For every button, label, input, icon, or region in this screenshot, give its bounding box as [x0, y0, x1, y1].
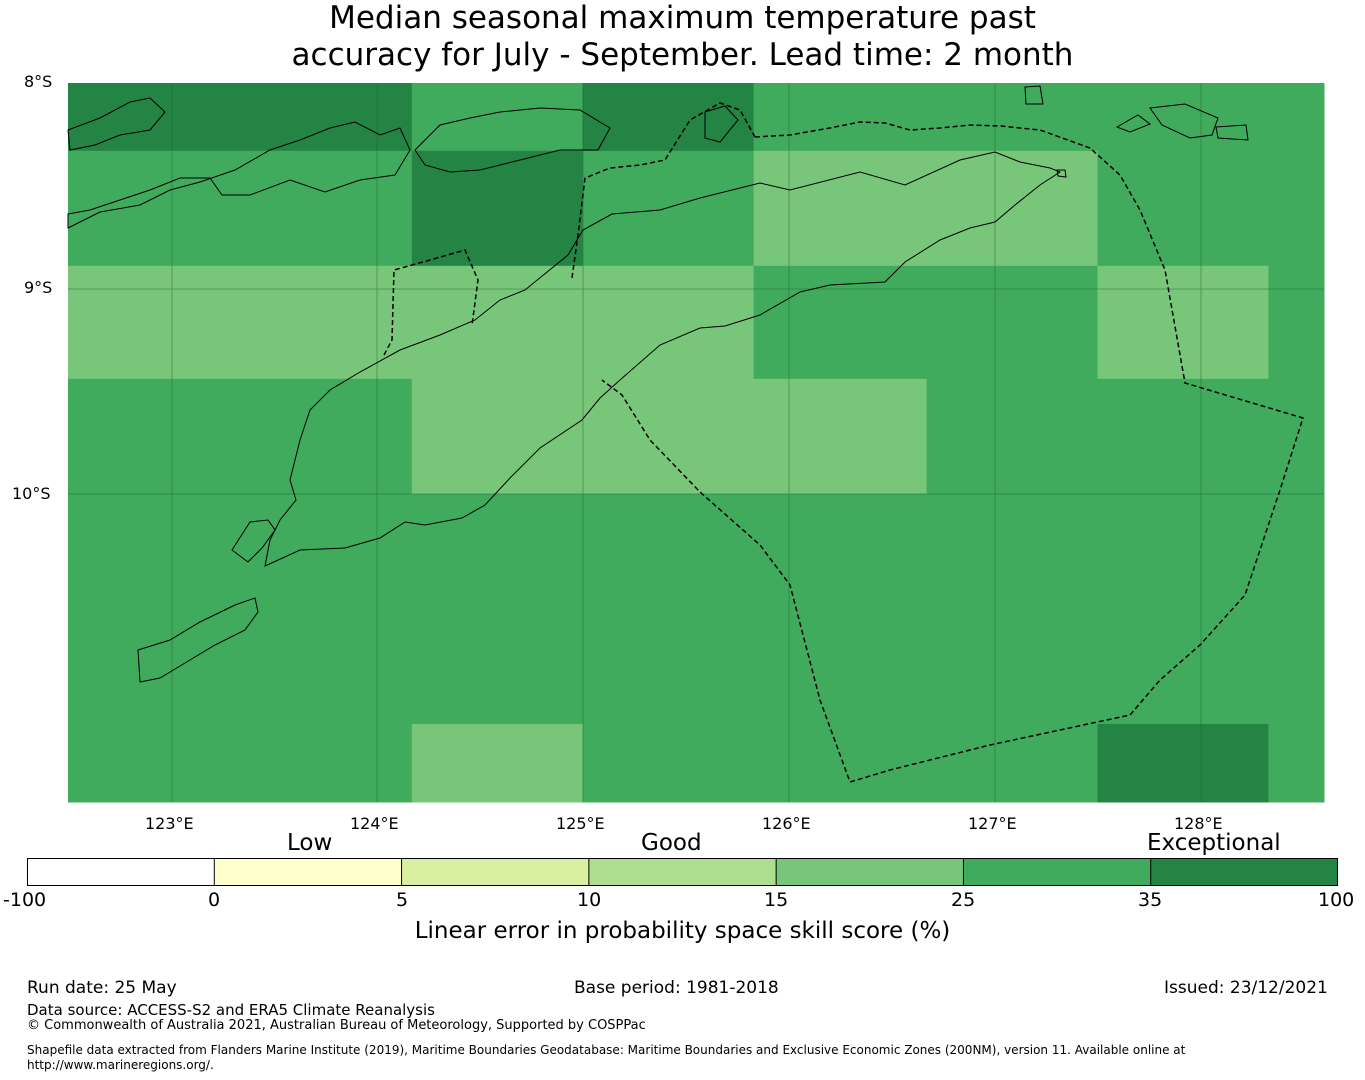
grid-cell-1 — [411, 83, 584, 152]
grid-cell-13 — [68, 378, 413, 495]
grid-cell-3 — [753, 83, 1325, 152]
colorbar-tick-25: 25 — [951, 889, 976, 911]
flores-north-coastline — [67, 97, 166, 151]
title-line-2: accuracy for July - September. Lead time… — [291, 37, 1074, 73]
colorbar-tick-10: 10 — [577, 889, 602, 911]
semau-coastline — [231, 519, 276, 563]
grid-cell-14 — [411, 378, 928, 495]
category-label-low: Low — [287, 830, 333, 856]
lon-label-123e: 123°E — [145, 814, 194, 833]
lat-label-9s: 9°S — [24, 278, 53, 297]
grid-cell-2 — [582, 83, 755, 152]
grid-cell-15 — [926, 378, 1325, 495]
category-label-exceptional: Exceptional — [1147, 830, 1281, 856]
skill-map — [67, 83, 1325, 803]
colorbar-title: Linear error in probability space skill … — [414, 918, 951, 944]
timor-coastline — [264, 151, 1062, 567]
issued-date: Issued: 23/12/2021 — [1164, 978, 1328, 998]
colorbar-segment-4 — [776, 858, 964, 886]
lon-label-124e: 124°E — [350, 814, 399, 833]
colorbar-tick-0: 0 — [208, 889, 221, 911]
flores-coastline — [67, 121, 411, 229]
lat-label-8s: 8°S — [24, 72, 53, 91]
grid-cell-6 — [582, 150, 755, 267]
colorbar — [27, 858, 1338, 886]
colorbar-segment-3 — [588, 858, 777, 886]
grid-cell-18 — [411, 723, 584, 803]
grid-cell-20 — [1097, 723, 1269, 803]
grid-cell-0 — [68, 83, 413, 152]
shapefile-credit-line-1: Shapefile data extracted from Flanders M… — [27, 1043, 1186, 1057]
grid-cell-12 — [1268, 265, 1325, 380]
lakor-coastline — [1215, 124, 1249, 141]
coastlines — [67, 85, 1249, 683]
lon-label-128e: 128°E — [1174, 814, 1223, 833]
colorbar-tick--100: -100 — [3, 889, 47, 911]
grid-cell-5 — [411, 150, 584, 267]
atauro-coastline — [704, 105, 739, 143]
moa-coastline — [1115, 114, 1152, 133]
maritime-boundaries — [383, 102, 1304, 783]
wetar-coastline — [1024, 85, 1044, 105]
graticule — [68, 83, 1324, 802]
colorbar-segment-5 — [963, 858, 1152, 886]
grid-cell-9 — [68, 265, 755, 380]
lon-label-127e: 127°E — [968, 814, 1017, 833]
oecusse-boundary — [383, 249, 479, 356]
grid-cell-11 — [1097, 265, 1269, 380]
grid-cell-19 — [582, 723, 1099, 803]
leti-coastline — [1149, 103, 1219, 139]
colorbar-segment-1 — [214, 858, 403, 886]
lat-label-10s: 10°S — [12, 484, 51, 503]
alor-coastline — [414, 107, 611, 173]
grid-cell-16 — [68, 493, 1325, 725]
colorbar-tick-15: 15 — [764, 889, 789, 911]
rote-coastline — [137, 597, 259, 683]
colorbar-tick-5: 5 — [396, 889, 409, 911]
grid-cell-21 — [1268, 723, 1325, 803]
colorbar-tick-100: 100 — [1318, 889, 1355, 911]
grid-cell-7 — [753, 150, 1099, 267]
category-label-good: Good — [641, 830, 702, 856]
eez-boundary-north — [571, 102, 756, 279]
data-source: Data source: ACCESS-S2 and ERA5 Climate … — [27, 1001, 435, 1019]
colorbar-segment-2 — [401, 858, 590, 886]
run-date: Run date: 25 May — [27, 978, 177, 998]
grid-cell-10 — [753, 265, 1099, 380]
eez-boundary-east — [601, 121, 1304, 783]
grid-cell-4 — [68, 150, 413, 267]
colorbar-segment-0 — [27, 858, 215, 886]
grid-cell-8 — [1097, 150, 1325, 267]
grid-cell-17 — [68, 723, 413, 803]
title-line-1: Median seasonal maximum temperature past — [329, 0, 1036, 36]
jaco-coastline — [1056, 169, 1067, 178]
lon-label-125e: 125°E — [556, 814, 605, 833]
skill-grid-cells — [68, 83, 1325, 803]
lon-label-126e: 126°E — [762, 814, 811, 833]
colorbar-tick-35: 35 — [1138, 889, 1163, 911]
base-period: Base period: 1981-2018 — [574, 978, 779, 998]
colorbar-segment-6 — [1150, 858, 1338, 886]
map-title: Median seasonal maximum temperature past… — [0, 0, 1365, 74]
copyright-notice: © Commonwealth of Australia 2021, Austra… — [27, 1018, 646, 1033]
shapefile-credit-line-2: http://www.marineregions.org/. — [27, 1058, 214, 1072]
